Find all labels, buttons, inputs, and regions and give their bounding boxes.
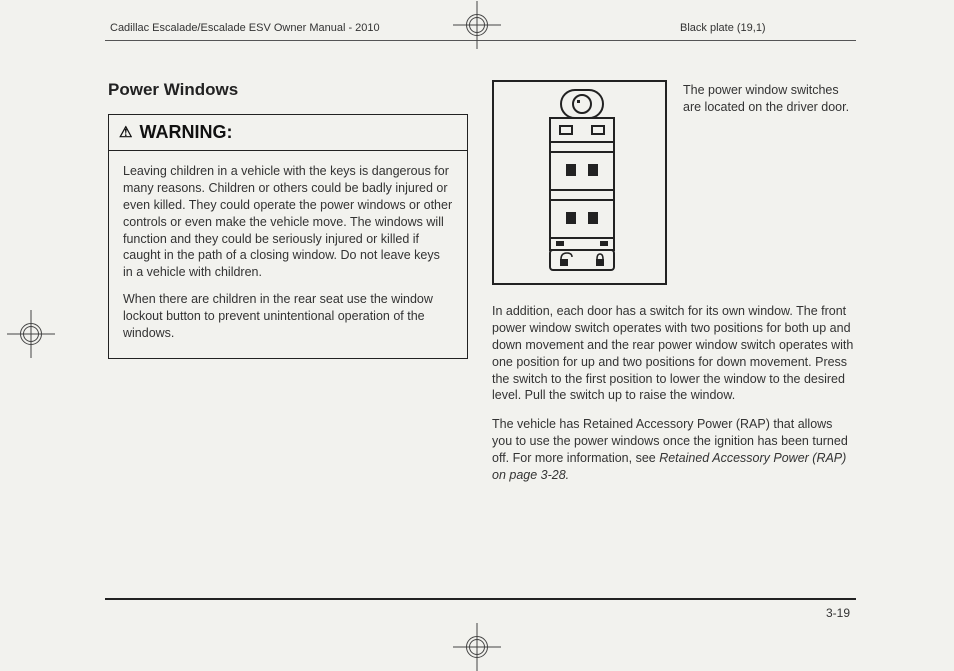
right-top-row: The power window switches are located on… [492,80,856,285]
warning-label: WARNING: [139,122,232,142]
header-rule [105,40,856,41]
switch-panel-svg [494,82,669,287]
warning-paragraph-2: When there are children in the rear seat… [123,291,453,342]
page-number: 3-19 [826,606,850,620]
warning-triangle-icon: ⚠ [119,123,132,141]
window-switch-diagram [492,80,667,285]
right-paragraph-2: The vehicle has Retained Accessory Power… [492,416,856,484]
registration-mark-top [466,14,488,36]
warning-paragraph-1: Leaving children in a vehicle with the k… [123,163,453,281]
registration-mark-left [20,323,42,345]
footer-rule [105,598,856,600]
right-paragraph-1: In addition, each door has a switch for … [492,303,856,404]
section-title: Power Windows [108,80,468,100]
header-right-text: Black plate (19,1) [680,22,766,34]
warning-header: ⚠ WARNING: [109,115,467,151]
diagram-caption: The power window switches are located on… [683,80,856,285]
right-column: The power window switches are located on… [492,80,856,608]
left-column: Power Windows ⚠ WARNING: Leaving childre… [108,80,468,608]
page-content: Power Windows ⚠ WARNING: Leaving childre… [108,80,856,608]
warning-box: ⚠ WARNING: Leaving children in a vehicle… [108,114,468,359]
registration-mark-bottom [466,636,488,658]
header-left-text: Cadillac Escalade/Escalade ESV Owner Man… [110,22,380,34]
warning-body: Leaving children in a vehicle with the k… [109,151,467,358]
